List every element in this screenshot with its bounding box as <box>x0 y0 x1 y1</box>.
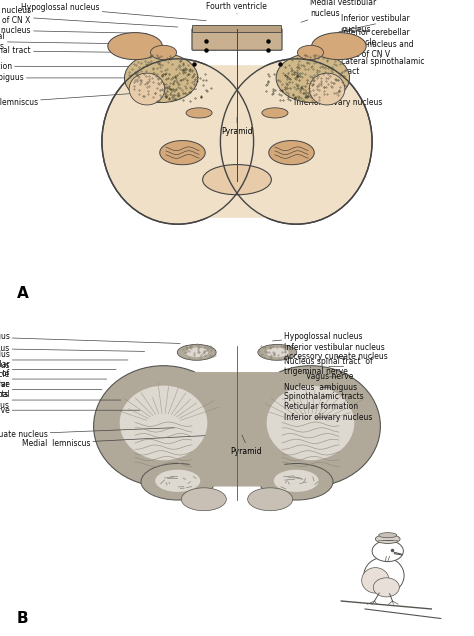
Ellipse shape <box>362 567 389 593</box>
Text: Accessory cuneate nucleus: Accessory cuneate nucleus <box>284 352 388 361</box>
Ellipse shape <box>155 469 200 492</box>
Text: Dorsal nucleus of vagus: Dorsal nucleus of vagus <box>0 332 180 343</box>
FancyBboxPatch shape <box>197 66 277 218</box>
Text: Inferior cerebellar
peducle: Inferior cerebellar peducle <box>0 360 116 379</box>
Ellipse shape <box>373 577 399 597</box>
Ellipse shape <box>151 45 176 60</box>
Text: Medial longitudinal
fasciculus: Medial longitudinal fasciculus <box>0 391 121 410</box>
Ellipse shape <box>311 32 366 60</box>
Ellipse shape <box>276 53 350 102</box>
Polygon shape <box>269 141 314 165</box>
Ellipse shape <box>258 345 297 360</box>
Text: Solitary nucleus: Solitary nucleus <box>0 25 147 35</box>
Ellipse shape <box>94 366 233 487</box>
Ellipse shape <box>259 464 333 500</box>
Ellipse shape <box>129 73 165 105</box>
Text: Spinal nucleus and
tract of CN V: Spinal nucleus and tract of CN V <box>329 39 414 59</box>
Text: Spinal tract of
trigeminal nerve: Spinal tract of trigeminal nerve <box>0 370 107 389</box>
Text: Spinocerebellar
tracts: Spinocerebellar tracts <box>0 380 102 399</box>
Text: Lateral spinothalamic
tract: Lateral spinothalamic tract <box>329 57 425 76</box>
Text: B: B <box>17 611 28 626</box>
Text: Hypoglossal nerve: Hypoglossal nerve <box>0 406 140 415</box>
Ellipse shape <box>241 366 380 487</box>
Ellipse shape <box>379 532 397 538</box>
Ellipse shape <box>309 73 345 105</box>
Text: Nucleus ambiguus: Nucleus ambiguus <box>0 73 171 83</box>
Text: Spinothalamic tracts: Spinothalamic tracts <box>284 392 364 401</box>
Text: Fourth ventricle: Fourth ventricle <box>206 2 267 14</box>
Text: Inferior olivary nucleus: Inferior olivary nucleus <box>284 413 373 422</box>
Circle shape <box>372 541 403 562</box>
Text: Medial vestibular
nucleus: Medial vestibular nucleus <box>301 0 377 22</box>
Text: Arcuate nucleus: Arcuate nucleus <box>0 427 174 439</box>
Ellipse shape <box>266 347 289 357</box>
Ellipse shape <box>202 165 271 195</box>
Polygon shape <box>160 141 205 165</box>
Ellipse shape <box>108 32 162 60</box>
Text: Inferior olivary nucleus: Inferior olivary nucleus <box>294 92 382 107</box>
Text: Vagus nerve: Vagus nerve <box>306 372 353 382</box>
Text: Hypoglossal nucleus: Hypoglossal nucleus <box>21 3 206 20</box>
Ellipse shape <box>102 59 254 224</box>
Ellipse shape <box>119 385 207 460</box>
Ellipse shape <box>274 469 319 492</box>
Text: Medial lemniscus: Medial lemniscus <box>0 89 197 107</box>
Text: Nucleus spinal tract  of
trigeminal nerve: Nucleus spinal tract of trigeminal nerve <box>284 357 373 376</box>
Ellipse shape <box>298 45 324 60</box>
Text: Inferior cerebellar
peduncle: Inferior cerebellar peduncle <box>331 28 410 47</box>
Ellipse shape <box>266 385 355 460</box>
Text: Hypoglossal nucleus: Hypoglossal nucleus <box>273 332 363 341</box>
Text: Tectospinal tract: Tectospinal tract <box>0 46 137 55</box>
Text: Nucleus  ambiguus: Nucleus ambiguus <box>284 383 357 392</box>
Text: Pyramid: Pyramid <box>231 447 262 456</box>
Text: Dorsal motor nucleus
of CN X: Dorsal motor nucleus of CN X <box>0 6 178 27</box>
Text: Inferior vestibular
nucleus: Inferior vestibular nucleus <box>339 14 410 34</box>
Ellipse shape <box>181 488 226 511</box>
Ellipse shape <box>185 347 208 357</box>
Text: Medial  lemniscus: Medial lemniscus <box>21 436 205 448</box>
Text: Inferior vestibular nucleus: Inferior vestibular nucleus <box>284 343 385 352</box>
Text: A: A <box>17 286 28 300</box>
Text: Medial longitudinal
fasciculus: Medial longitudinal fasciculus <box>0 32 135 51</box>
Ellipse shape <box>141 464 214 500</box>
FancyBboxPatch shape <box>190 372 284 487</box>
Ellipse shape <box>124 53 198 102</box>
Text: Reticular formation: Reticular formation <box>0 62 159 71</box>
Ellipse shape <box>177 345 216 360</box>
Ellipse shape <box>186 107 212 118</box>
Text: Reticular formation: Reticular formation <box>284 402 358 411</box>
Text: Medial vestibular nucleus: Medial vestibular nucleus <box>0 343 145 353</box>
Ellipse shape <box>220 59 372 224</box>
Ellipse shape <box>375 534 400 543</box>
Text: Pyramid: Pyramid <box>221 127 253 136</box>
FancyBboxPatch shape <box>192 29 282 50</box>
FancyBboxPatch shape <box>192 25 282 32</box>
Ellipse shape <box>247 488 292 511</box>
Ellipse shape <box>262 107 288 118</box>
Text: Solitary fasciculus
and nucleus: Solitary fasciculus and nucleus <box>0 350 128 370</box>
Ellipse shape <box>364 557 404 594</box>
